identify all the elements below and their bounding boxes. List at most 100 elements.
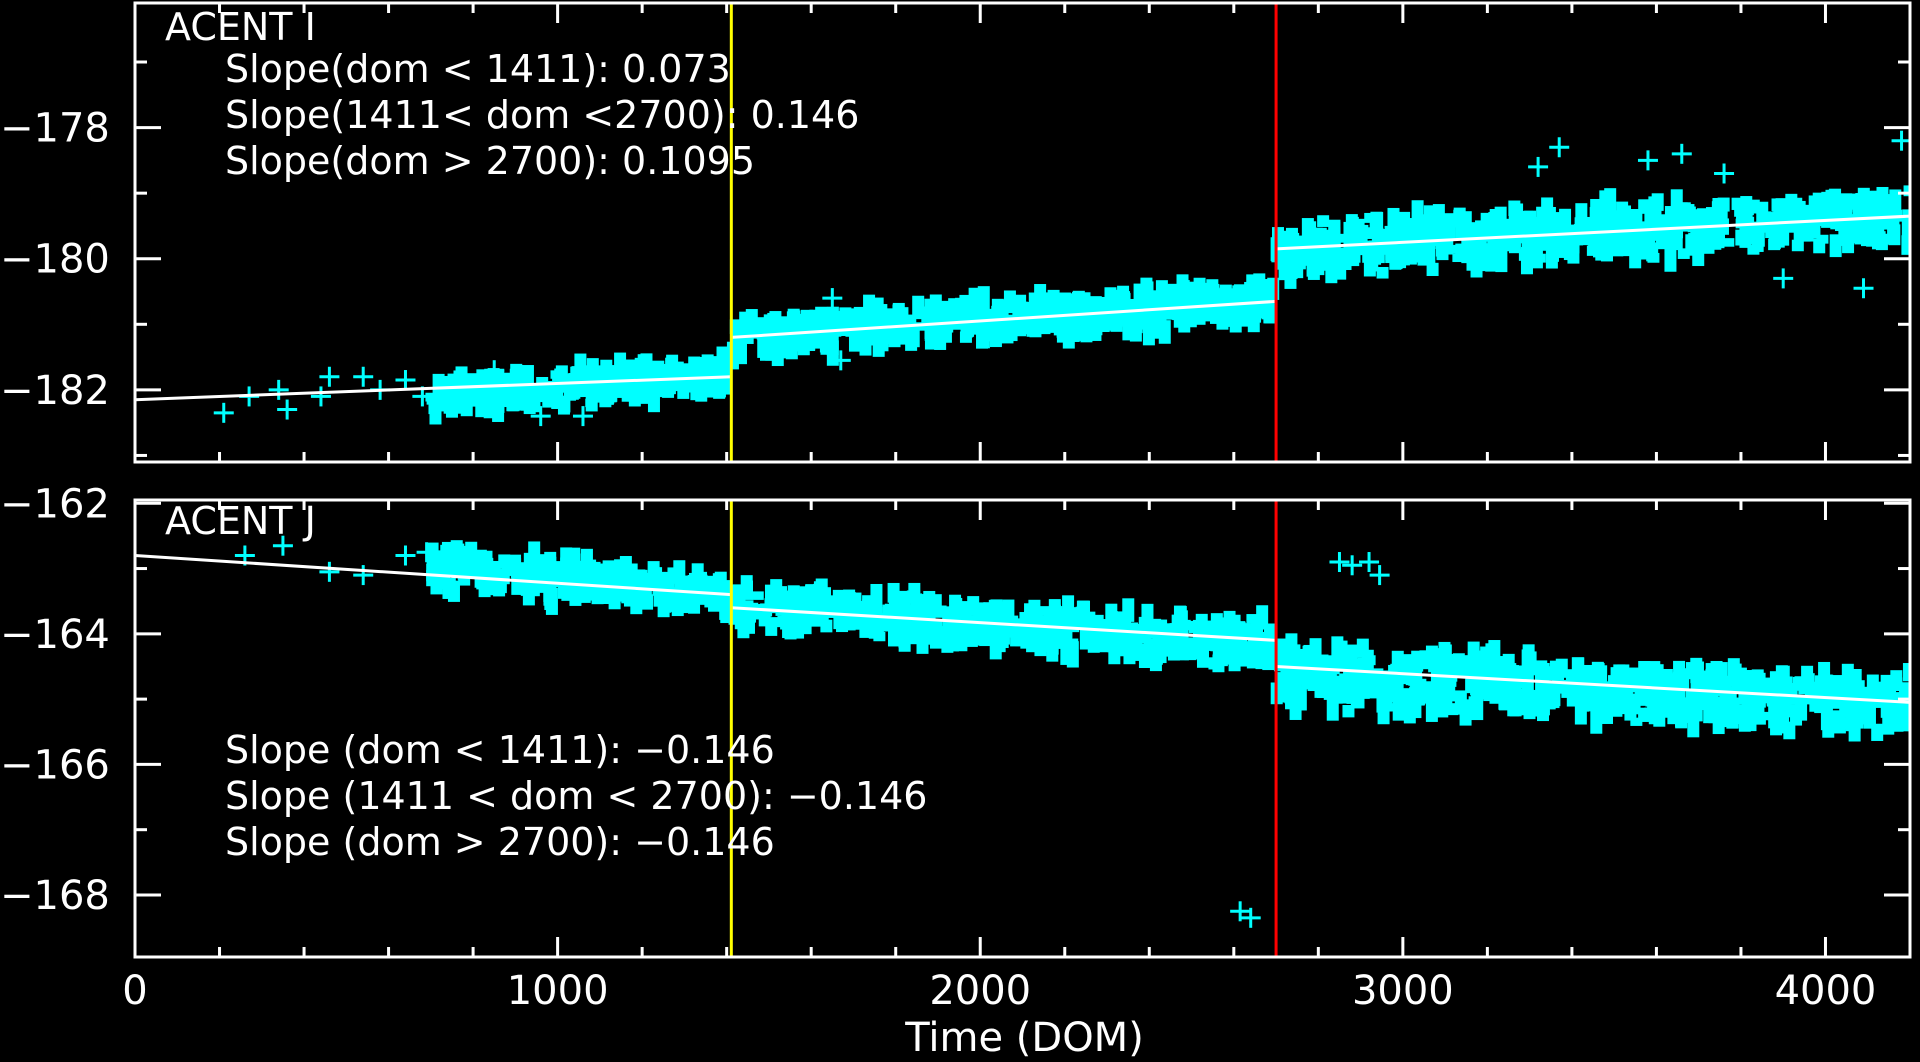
data-point: [1586, 245, 1599, 256]
data-point: [1034, 632, 1047, 657]
data-point: [1871, 723, 1884, 741]
data-point: [450, 540, 463, 553]
data-point: [1886, 718, 1899, 730]
data-point: [1377, 232, 1390, 243]
data-point: [1829, 234, 1842, 258]
data-point: [1902, 701, 1910, 728]
data-point: [998, 601, 1011, 620]
data-point: [494, 578, 507, 594]
data-point: [1171, 645, 1184, 660]
data-point: [1014, 321, 1027, 337]
data-point: [871, 620, 884, 636]
data-point: [1138, 643, 1151, 669]
data-point: [1104, 287, 1117, 311]
data-point: [1867, 691, 1880, 706]
data-point: [1813, 238, 1826, 254]
data-point: [1814, 202, 1827, 212]
data-point: [912, 295, 925, 320]
data-point: [1839, 717, 1852, 730]
data-point: [1677, 668, 1690, 689]
data-point: [1888, 224, 1901, 246]
data-point: [1575, 203, 1588, 223]
data-point: [1623, 672, 1636, 684]
data-point: [526, 561, 539, 572]
data-point: [1715, 207, 1728, 223]
data-point: [1583, 666, 1596, 684]
data-point: [1722, 238, 1735, 247]
data-point: [1863, 706, 1876, 729]
data-point: [854, 613, 867, 624]
data-point: [1118, 292, 1131, 311]
data-point: [1412, 214, 1425, 243]
data-point: [1671, 221, 1684, 239]
data-band-1: [425, 346, 735, 425]
data-point: [1637, 150, 1658, 171]
data-point: [1452, 253, 1465, 263]
data-point: [1330, 678, 1343, 704]
data-point: [1638, 707, 1651, 719]
fit-line-1: [135, 553, 732, 597]
data-point: [924, 607, 937, 618]
data-point: [1397, 215, 1410, 241]
panel-title: ACENT J: [165, 499, 316, 543]
data-point: [906, 590, 919, 600]
data-point: [1446, 703, 1459, 716]
data-point: [395, 370, 416, 391]
data-point: [793, 595, 806, 620]
data-point: [870, 606, 883, 621]
data-point: [892, 302, 905, 312]
data-point: [1734, 667, 1747, 692]
data-point: [1067, 607, 1080, 633]
data-point: [832, 312, 845, 327]
data-point: [1651, 193, 1664, 211]
data-point: [1310, 227, 1323, 238]
data-point: [473, 550, 486, 578]
data-point: [1186, 289, 1199, 300]
data-point: [1357, 657, 1370, 668]
data-point: [1038, 615, 1051, 633]
data-point: [1342, 705, 1355, 718]
data-point: [654, 571, 667, 588]
slope-annotation-3: Slope (dom > 2700): −0.146: [225, 820, 775, 864]
data-point: [1444, 659, 1457, 687]
data-point: [914, 322, 927, 331]
data-point: [1798, 695, 1811, 705]
data-point: [277, 399, 298, 420]
data-point: [921, 306, 934, 315]
data-point: [619, 556, 632, 577]
data-point: [1816, 210, 1829, 220]
y-tick-label: −162: [0, 481, 110, 527]
data-point: [1067, 321, 1080, 342]
data-point: [1038, 319, 1051, 335]
y-tick-label: −182: [0, 368, 110, 414]
data-point: [1329, 552, 1350, 573]
data-point: [1001, 317, 1014, 344]
data-point: [1448, 244, 1461, 254]
data-point: [1369, 565, 1390, 586]
data-point: [837, 593, 850, 614]
data-point: [1257, 639, 1270, 664]
data-point: [1235, 634, 1248, 646]
data-point: [1405, 672, 1418, 686]
data-point: [568, 553, 581, 567]
data-point: [1695, 218, 1708, 242]
slope-annotation-3: Slope(dom > 2700): 0.1095: [225, 139, 755, 183]
data-point: [1849, 668, 1862, 689]
data-point: [680, 578, 693, 588]
data-point: [1182, 304, 1195, 315]
data-point: [677, 386, 690, 399]
data-point: [1317, 215, 1330, 227]
data-point: [1814, 688, 1827, 714]
data-point: [1689, 699, 1702, 708]
data-point: [1346, 246, 1359, 258]
data-point: [1426, 262, 1439, 277]
plot-frame: [133, 498, 1912, 959]
data-point: [1828, 189, 1841, 213]
x-tick-label: 0: [122, 968, 147, 1014]
data-point: [691, 563, 704, 588]
data-point: [1811, 681, 1824, 691]
data-point: [1744, 707, 1757, 732]
data-point: [1363, 655, 1376, 666]
data-point: [1489, 208, 1502, 237]
data-point: [1715, 662, 1728, 685]
